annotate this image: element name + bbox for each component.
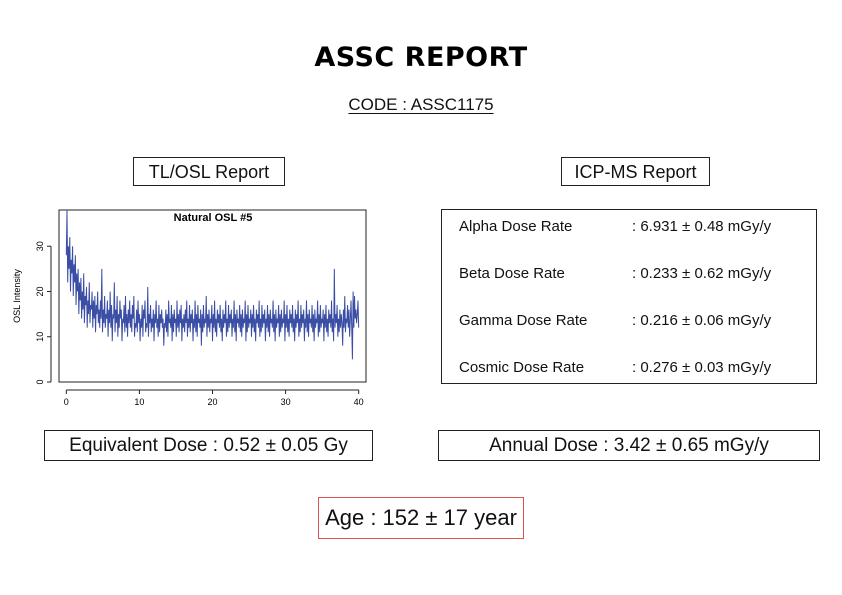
icp-ms-panel: Alpha Dose Rate : 6.931 ± 0.48 mGy/y Bet…: [441, 209, 817, 384]
beta-dose-rate-label: Beta Dose Rate: [459, 265, 565, 282]
report-code-text: CODE : ASSC1175: [348, 95, 494, 114]
chart-title: Natural OSL #5: [174, 212, 253, 224]
report-title: ASSC REPORT: [314, 42, 528, 73]
x-tick-label: 20: [207, 397, 217, 407]
alpha-dose-rate-label: Alpha Dose Rate: [459, 218, 573, 235]
x-tick-label: 40: [354, 397, 364, 407]
tl-osl-report-label: TL/OSL Report: [133, 157, 285, 186]
cosmic-dose-rate-label: Cosmic Dose Rate: [459, 359, 585, 376]
chart-axes: 0 10 20 30 40 0 10 20 30: [35, 241, 364, 407]
gamma-dose-rate-label: Gamma Dose Rate: [459, 312, 588, 329]
report-code: CODE : ASSC1175: [0, 95, 842, 115]
x-tick-label: 10: [134, 397, 144, 407]
osl-chart: Natural OSL #5 0 10 20 30 40 0 10 20 30 OSL Inte…: [12, 209, 367, 407]
osl-series-line: [65, 209, 360, 360]
plot-frame: [58, 209, 367, 383]
chart-ylabel: OSL Intensity: [12, 269, 22, 323]
x-tick-label: 0: [64, 397, 69, 407]
icp-ms-report-label: ICP-MS Report: [561, 157, 710, 186]
gamma-dose-rate-value: : 0.216 ± 0.06 mGy/y: [632, 312, 772, 329]
annual-dose-box: Annual Dose : 3.42 ± 0.65 mGy/y: [438, 430, 820, 461]
age-result-box: Age : 152 ± 17 year: [318, 497, 524, 539]
y-tick-label: 0: [35, 379, 45, 384]
equivalent-dose-box: Equivalent Dose : 0.52 ± 0.05 Gy: [44, 430, 373, 461]
y-tick-label: 20: [35, 286, 45, 296]
cosmic-dose-rate-value: : 0.276 ± 0.03 mGy/y: [632, 359, 772, 376]
y-tick-label: 30: [35, 241, 45, 251]
alpha-dose-rate-value: : 6.931 ± 0.48 mGy/y: [632, 218, 772, 235]
y-tick-label: 10: [35, 332, 45, 342]
beta-dose-rate-value: : 0.233 ± 0.62 mGy/y: [632, 265, 772, 282]
x-tick-label: 30: [281, 397, 291, 407]
